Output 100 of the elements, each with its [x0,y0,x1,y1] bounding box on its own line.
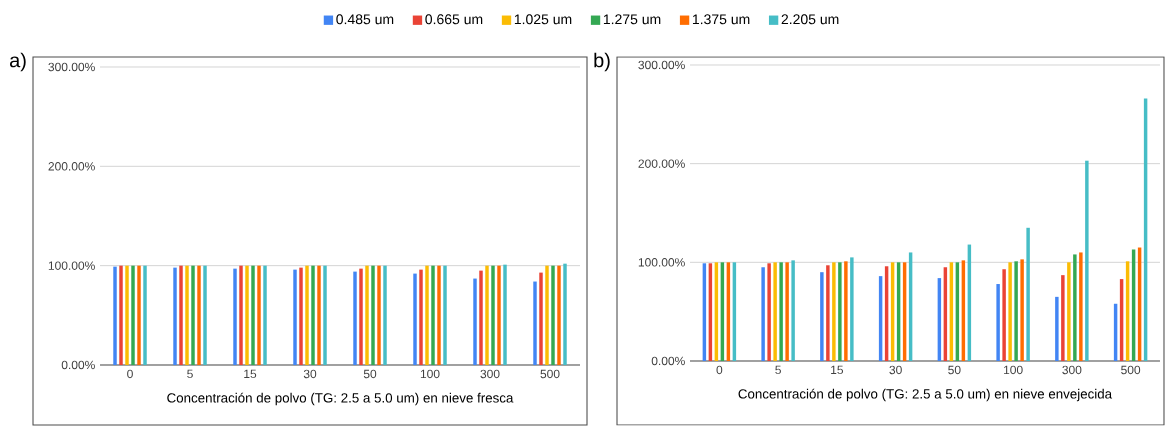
bar [773,262,777,361]
bar [1061,275,1065,361]
bar [767,263,771,361]
y-tick-label: 100.00% [638,258,685,267]
bar [383,265,387,365]
bar [1014,261,1018,361]
bar [431,265,435,365]
bar [257,265,261,365]
bar [832,262,836,361]
x-tick-label: 100 [1004,365,1023,375]
bar [263,265,267,365]
legend-label: 0.485 um [336,14,394,25]
bar [317,265,321,365]
bar [125,265,129,365]
x-tick-label: 5 [187,369,193,379]
y-tick-label: 300.00% [638,60,685,70]
bar [1008,262,1012,361]
x-tick-label: 5 [775,365,781,375]
bar [551,265,555,365]
bar [239,265,243,365]
bar [299,267,303,365]
bar [437,265,441,365]
x-tick-label: 30 [303,369,317,379]
x-tick-label: 0 [716,365,723,375]
bar [539,272,543,365]
bar [485,265,489,365]
x-tick-label: 50 [948,365,961,375]
bar [479,270,483,365]
y-tick-label: 300.00% [48,62,95,72]
x-tick-label: 500 [1121,365,1141,375]
bar [850,257,854,361]
bar [557,265,561,365]
y-tick-label: 100.00% [48,261,95,270]
bar [137,265,141,365]
bar [131,265,135,365]
bar [197,265,201,365]
y-tick-label: 200.00% [638,159,685,168]
x-tick-label: 300 [480,369,500,379]
bar [179,265,183,365]
x-tick-label: 30 [889,365,902,375]
bar [826,265,830,361]
bar [1026,227,1030,361]
bar [497,265,501,365]
bar [119,265,123,365]
bar [293,269,297,365]
legend-label: 1.025 um [514,14,572,25]
text: b) [594,52,610,72]
x-tick-label: 15 [831,365,844,375]
bar [413,273,417,365]
bar [191,265,195,365]
legend-label: 1.375 um [692,14,750,25]
legend-label: 0.665 um [425,14,483,25]
bar [251,265,255,365]
bar [233,268,237,365]
x-tick-label: 15 [244,369,257,379]
bar [545,265,549,365]
bar [245,265,249,365]
bar [419,269,423,365]
bar [1085,160,1089,361]
x-axis-title: Concentración de polvo (TG: 2.5 a 5.0 um) en nieve fresca [167,392,514,406]
bar [820,272,824,361]
bar [473,278,477,365]
bar [365,265,369,365]
bar [1020,259,1024,361]
bar [791,260,795,361]
x-tick-label: 100 [420,369,440,379]
bar [311,265,315,365]
x-tick-label: 50 [363,369,377,379]
text: a) [9,52,26,72]
bar [113,266,117,365]
bar [785,262,789,361]
bar [359,268,363,365]
bar [425,265,429,365]
bar [1067,262,1071,361]
x-tick-label: 500 [540,369,560,379]
bar [1079,252,1083,361]
bar [185,265,189,365]
bar [533,281,537,365]
bar [323,265,327,365]
bar [844,261,848,361]
bar [838,262,842,361]
bar [779,262,783,361]
bar [353,271,357,365]
x-tick-label: 300 [1062,365,1082,375]
x-axis-title: Concentración de polvo (TG: 2.5 a 5.0 um) en nieve envejecida [738,388,1113,402]
bar [563,263,567,365]
x-tick-label: 0 [127,369,133,379]
bar [761,267,765,361]
bar [503,264,507,365]
y-tick-label: 0.00% [61,360,95,370]
y-tick-label: 0.00% [651,356,685,366]
y-tick-label: 200.00% [48,162,95,171]
bar [443,265,447,365]
bar [371,265,375,365]
bar [1055,296,1059,361]
legend-label: 1.275 um [603,14,661,25]
bar [173,267,177,365]
bar [143,265,147,365]
bar [1073,254,1077,361]
bar [203,265,207,365]
